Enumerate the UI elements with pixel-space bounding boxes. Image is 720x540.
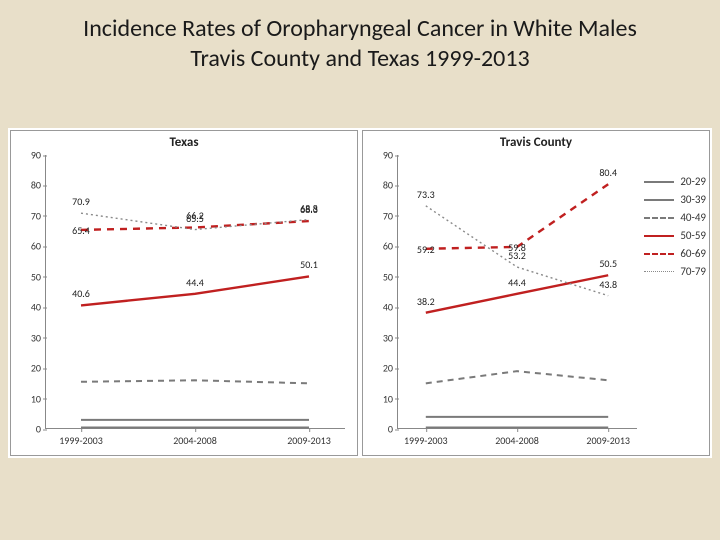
legend-swatch [644, 181, 674, 183]
legend-label: 60-69 [680, 247, 706, 260]
data-label: 59.2 [417, 243, 435, 256]
data-label: 43.8 [599, 277, 617, 290]
data-label: 70.9 [72, 195, 90, 208]
data-label: 80.4 [599, 166, 617, 179]
data-label: 40.6 [72, 287, 90, 300]
legend-swatch [644, 253, 674, 255]
x-tick: 2004-2008 [495, 434, 539, 447]
legend-item: 40-49 [644, 209, 706, 227]
data-label: 73.3 [417, 188, 435, 201]
y-tick: 90 [369, 149, 393, 162]
legend-swatch [644, 271, 674, 272]
series-lines [45, 155, 345, 429]
x-tick: 1999-2003 [59, 434, 103, 447]
panel-texas: Texas01020304050607080901999-20032004-20… [10, 130, 358, 456]
legend-swatch [644, 235, 674, 237]
y-tick: 30 [17, 331, 41, 344]
series-60-69 [426, 184, 608, 249]
title-line-2: Travis County and Texas 1999-2013 [190, 44, 529, 73]
y-tick: 60 [369, 240, 393, 253]
y-tick: 20 [369, 362, 393, 375]
plot-area: 01020304050607080901999-20032004-2008200… [45, 155, 345, 429]
data-label: 68.8 [300, 201, 318, 214]
legend-label: 50-59 [680, 229, 706, 242]
y-tick: 80 [17, 179, 41, 192]
title-line-1: Incidence Rates of Oropharyngeal Cancer … [83, 14, 637, 43]
x-tick: 2004-2008 [173, 434, 217, 447]
series-40-49 [81, 380, 309, 383]
legend-label: 30-39 [680, 193, 706, 206]
legend: 20-29 30-39 40-49 50-59 60-69 70-79 [644, 173, 706, 281]
data-label: 53.2 [508, 249, 526, 262]
legend-label: 40-49 [680, 211, 706, 224]
charts-container: Texas01020304050607080901999-20032004-20… [8, 128, 712, 458]
x-tick: 2009-2013 [287, 434, 331, 447]
y-tick: 70 [17, 209, 41, 222]
y-tick: 0 [369, 423, 393, 436]
data-label: 38.2 [417, 294, 435, 307]
y-tick: 80 [369, 179, 393, 192]
data-label: 44.4 [508, 276, 526, 289]
y-tick: 60 [17, 240, 41, 253]
y-tick: 40 [17, 301, 41, 314]
panel-title: Travis County [363, 135, 709, 150]
data-label: 65.4 [72, 224, 90, 237]
y-tick: 40 [369, 301, 393, 314]
legend-swatch [644, 199, 674, 201]
y-tick: 10 [17, 392, 41, 405]
legend-swatch [644, 217, 674, 219]
legend-item: 20-29 [644, 173, 706, 191]
legend-item: 70-79 [644, 263, 706, 281]
page-title: Incidence Rates of Oropharyngeal Cancer … [0, 0, 720, 80]
y-tick: 90 [17, 149, 41, 162]
legend-label: 20-29 [680, 175, 706, 188]
legend-item: 60-69 [644, 245, 706, 263]
y-tick: 30 [369, 331, 393, 344]
data-label: 65.5 [186, 211, 204, 224]
y-tick: 70 [369, 209, 393, 222]
y-tick: 10 [369, 392, 393, 405]
panel-title: Texas [11, 135, 357, 150]
legend-item: 30-39 [644, 191, 706, 209]
legend-label: 70-79 [680, 265, 706, 278]
data-label: 50.1 [300, 258, 318, 271]
y-tick: 0 [17, 423, 41, 436]
x-tick: 2009-2013 [586, 434, 630, 447]
y-tick: 20 [17, 362, 41, 375]
y-tick: 50 [369, 270, 393, 283]
series-40-49 [426, 371, 608, 383]
data-label: 44.4 [186, 276, 204, 289]
plot-area: 01020304050607080901999-20032004-2008200… [397, 155, 637, 429]
legend-item: 50-59 [644, 227, 706, 245]
data-label: 50.5 [599, 257, 617, 270]
x-tick: 1999-2003 [404, 434, 448, 447]
y-tick: 50 [17, 270, 41, 283]
